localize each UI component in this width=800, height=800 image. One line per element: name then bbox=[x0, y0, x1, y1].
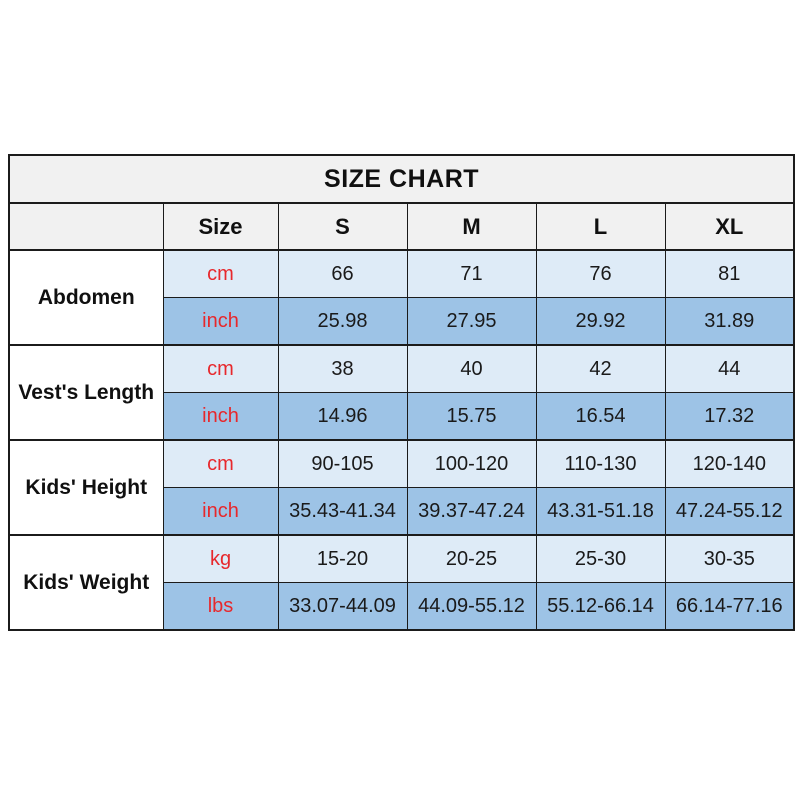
value-cell: 39.37-47.24 bbox=[406, 487, 537, 536]
value-cell: 42 bbox=[535, 344, 666, 393]
unit-cell-cm: cm bbox=[162, 249, 279, 298]
value-cell: 25-30 bbox=[535, 534, 666, 583]
header-size-label: Size bbox=[162, 202, 279, 251]
unit-cell-inch: inch bbox=[162, 297, 279, 346]
value-cell: 66 bbox=[277, 249, 408, 298]
value-cell: 40 bbox=[406, 344, 537, 393]
value-cell: 44.09-55.12 bbox=[406, 582, 537, 631]
value-cell: 29.92 bbox=[535, 297, 666, 346]
table-row-weight-lbs: lbs 33.07-44.09 44.09-55.12 55.12-66.14 … bbox=[9, 582, 795, 631]
table-row-abdomen-cm: Abdomen cm 66 71 76 81 bbox=[8, 249, 795, 346]
value-cell: 55.12-66.14 bbox=[535, 582, 666, 631]
title-row: SIZE CHART bbox=[8, 154, 795, 204]
row-label-kids-height: Kids' Height bbox=[8, 439, 164, 536]
header-col-xl: XL bbox=[664, 202, 795, 251]
row-label-abdomen: Abdomen bbox=[8, 249, 164, 346]
value-cell: 27.95 bbox=[406, 297, 537, 346]
value-cell: 15-20 bbox=[277, 534, 408, 583]
header-col-s: S bbox=[277, 202, 408, 251]
unit-cell-kg: kg bbox=[162, 534, 279, 583]
value-cell: 47.24-55.12 bbox=[664, 487, 795, 536]
value-cell: 71 bbox=[406, 249, 537, 298]
value-cell: 16.54 bbox=[535, 392, 666, 441]
chart-title: SIZE CHART bbox=[8, 154, 795, 204]
unit-cell-cm: cm bbox=[162, 439, 279, 488]
table-row-weight-kg: Kids' Weight kg 15-20 20-25 25-30 30-35 bbox=[8, 534, 795, 631]
value-cell: 38 bbox=[277, 344, 408, 393]
value-cell: 31.89 bbox=[664, 297, 795, 346]
table-row-height-inch: inch 35.43-41.34 39.37-47.24 43.31-51.18… bbox=[9, 487, 795, 536]
unit-cell-cm: cm bbox=[162, 344, 279, 393]
value-cell: 76 bbox=[535, 249, 666, 298]
header-col-l: L bbox=[535, 202, 666, 251]
value-cell: 90-105 bbox=[277, 439, 408, 488]
value-cell: 81 bbox=[664, 249, 795, 298]
value-cell: 17.32 bbox=[664, 392, 795, 441]
size-chart-table: SIZE CHART Size S M L XL Abdomen cm 66 7… bbox=[8, 154, 796, 631]
table-row-vest-cm: Vest's Length cm 38 40 42 44 bbox=[8, 344, 795, 441]
unit-cell-inch: inch bbox=[162, 487, 279, 536]
value-cell: 110-130 bbox=[535, 439, 666, 488]
value-cell: 33.07-44.09 bbox=[277, 582, 408, 631]
value-cell: 120-140 bbox=[664, 439, 795, 488]
unit-cell-lbs: lbs bbox=[162, 582, 279, 631]
header-col-m: M bbox=[406, 202, 537, 251]
value-cell: 20-25 bbox=[406, 534, 537, 583]
value-cell: 35.43-41.34 bbox=[277, 487, 408, 536]
value-cell: 25.98 bbox=[277, 297, 408, 346]
table-row-vest-inch: inch 14.96 15.75 16.54 17.32 bbox=[9, 392, 795, 441]
value-cell: 100-120 bbox=[406, 439, 537, 488]
row-label-vest-length: Vest's Length bbox=[8, 344, 164, 441]
row-label-kids-weight: Kids' Weight bbox=[8, 534, 164, 631]
unit-cell-inch: inch bbox=[162, 392, 279, 441]
table-row-abdomen-inch: inch 25.98 27.95 29.92 31.89 bbox=[9, 297, 795, 346]
value-cell: 44 bbox=[664, 344, 795, 393]
value-cell: 15.75 bbox=[406, 392, 537, 441]
header-corner-cell bbox=[8, 202, 164, 251]
table-row-height-cm: Kids' Height cm 90-105 100-120 110-130 1… bbox=[8, 439, 795, 536]
value-cell: 30-35 bbox=[664, 534, 795, 583]
value-cell: 43.31-51.18 bbox=[535, 487, 666, 536]
value-cell: 14.96 bbox=[277, 392, 408, 441]
header-row: Size S M L XL bbox=[8, 202, 795, 251]
value-cell: 66.14-77.16 bbox=[664, 582, 795, 631]
